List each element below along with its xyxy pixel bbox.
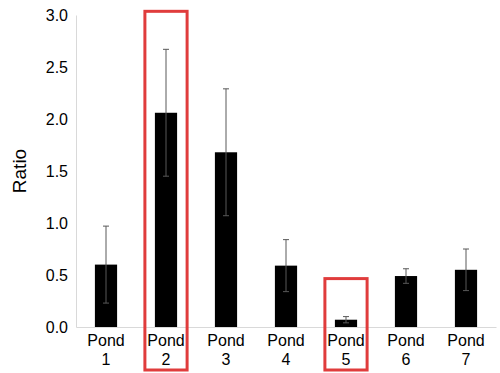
y-tick: 2.0 bbox=[46, 111, 76, 128]
error-bar bbox=[463, 249, 469, 291]
x-tick-label-line: 6 bbox=[402, 351, 411, 368]
x-tick-label-line: 5 bbox=[342, 351, 351, 368]
x-tick-label-line: Pond bbox=[267, 332, 304, 349]
x-tick-label: Pond 3 bbox=[207, 332, 244, 367]
x-tick: Pond 2 bbox=[147, 327, 184, 368]
error-cap bbox=[343, 322, 349, 323]
error-cap bbox=[103, 226, 109, 227]
x-tick: Pond 5 bbox=[327, 327, 364, 368]
error-cap bbox=[283, 291, 289, 292]
y-tick: 3.0 bbox=[46, 7, 76, 24]
x-axis: Pond 1 Pond 2 Pond 3 Pond 4 Pond 5 Pond 6 Pond 7 bbox=[77, 327, 497, 368]
error-bar bbox=[343, 317, 349, 323]
y-tick: 2.5 bbox=[46, 59, 76, 76]
x-tick: Pond 3 bbox=[207, 327, 244, 368]
error-bar bbox=[223, 89, 229, 216]
x-tick-label-line: Pond bbox=[147, 332, 184, 349]
x-tick-label: Pond 5 bbox=[327, 332, 364, 367]
y-tick: 1.5 bbox=[46, 163, 76, 180]
error-cap bbox=[463, 249, 469, 250]
error-line bbox=[286, 240, 287, 292]
x-tick-label-line: Pond bbox=[387, 332, 424, 349]
x-tick-label-line: Pond bbox=[327, 332, 364, 349]
error-cap bbox=[103, 303, 109, 304]
y-tick: 0.5 bbox=[46, 267, 76, 284]
x-tick: Pond 6 bbox=[387, 327, 424, 368]
error-cap bbox=[343, 316, 349, 317]
error-cap bbox=[463, 290, 469, 291]
x-tick-label: Pond 7 bbox=[447, 332, 484, 367]
x-tick-label-line: Pond bbox=[87, 332, 124, 349]
x-tick-label: Pond 6 bbox=[387, 332, 424, 367]
error-bar bbox=[283, 240, 289, 292]
error-line bbox=[466, 249, 467, 291]
y-tick-label: 0.5 bbox=[46, 267, 68, 284]
error-line bbox=[346, 317, 347, 323]
x-axis-line bbox=[77, 327, 497, 328]
y-tick-label: 0.0 bbox=[46, 319, 68, 336]
error-bar bbox=[103, 226, 109, 303]
x-tick-label-line: 3 bbox=[222, 351, 231, 368]
error-bar bbox=[403, 269, 409, 284]
x-tick: Pond 4 bbox=[267, 327, 304, 368]
error-line bbox=[106, 226, 107, 303]
x-tick-label-line: 4 bbox=[282, 351, 291, 368]
x-tick-label: Pond 1 bbox=[87, 332, 124, 367]
chart: 0.00.51.01.52.02.53.0Pond1Pond2Pond3Pond… bbox=[0, 0, 500, 373]
error-cap bbox=[403, 283, 409, 284]
x-tick-label-line: Pond bbox=[447, 332, 484, 349]
error-cap bbox=[223, 88, 229, 89]
x-tick-label-line: 2 bbox=[162, 351, 171, 368]
marks bbox=[95, 49, 477, 327]
bar bbox=[395, 276, 417, 327]
y-tick: 0.0 bbox=[46, 319, 76, 336]
x-tick-label-line: 1 bbox=[102, 351, 111, 368]
highlight-box bbox=[325, 279, 367, 370]
error-cap bbox=[283, 239, 289, 240]
error-bar bbox=[163, 49, 169, 176]
error-cap bbox=[163, 49, 169, 50]
error-cap bbox=[403, 268, 409, 269]
error-cap bbox=[163, 176, 169, 177]
y-tick-label: 2.5 bbox=[46, 59, 68, 76]
x-tick: Pond 1 bbox=[87, 327, 124, 368]
y-tick-label: 2.0 bbox=[46, 111, 68, 128]
y-tick-label: 1.0 bbox=[46, 215, 68, 232]
error-cap bbox=[223, 215, 229, 216]
highlights bbox=[145, 11, 367, 370]
x-tick-label-line: 7 bbox=[462, 351, 471, 368]
y-axis: 0.0 0.5 1.0 1.5 2.0 2.5 3.0 bbox=[46, 7, 77, 336]
error-line bbox=[166, 49, 167, 176]
y-axis-title: Ratio bbox=[9, 149, 30, 193]
error-line bbox=[406, 269, 407, 284]
y-tick: 1.0 bbox=[46, 215, 76, 232]
y-tick-label: 1.5 bbox=[46, 163, 68, 180]
plot: 0.00.51.01.52.02.53.0Pond1Pond2Pond3Pond… bbox=[9, 7, 497, 370]
error-line bbox=[226, 89, 227, 216]
x-tick-label: Pond 2 bbox=[147, 332, 184, 367]
x-tick: Pond 7 bbox=[447, 327, 484, 368]
highlight-box bbox=[145, 11, 187, 370]
x-tick-label: Pond 4 bbox=[267, 332, 304, 367]
y-axis-line bbox=[76, 16, 77, 328]
x-tick-label-line: Pond bbox=[207, 332, 244, 349]
y-tick-label: 3.0 bbox=[46, 7, 68, 24]
